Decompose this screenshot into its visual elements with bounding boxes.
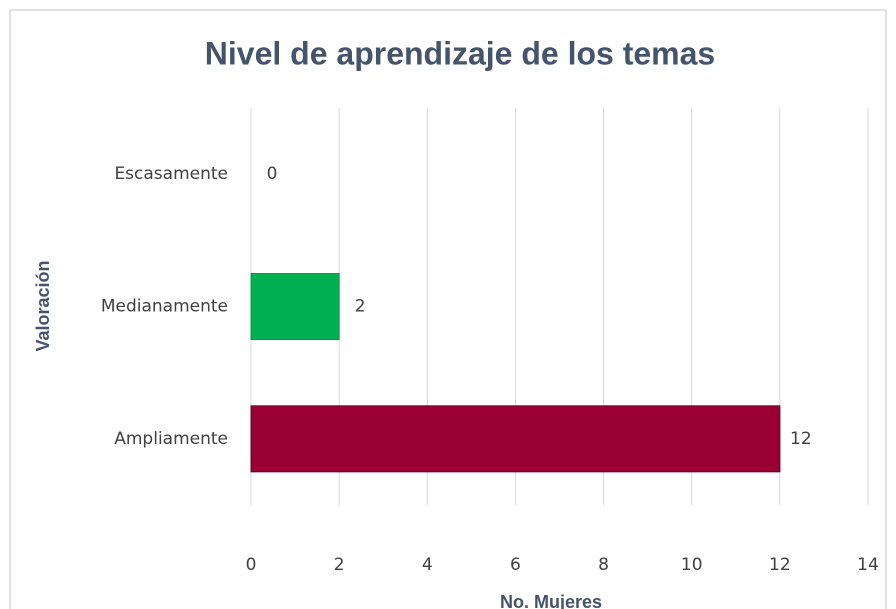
bar: [250, 273, 340, 340]
data-label: 2: [355, 297, 366, 317]
x-tick-label: 10: [681, 555, 703, 575]
bar: [250, 405, 781, 473]
x-tick-label: 6: [510, 555, 521, 575]
x-axis-title: No. Mujeres: [500, 592, 602, 609]
chart-title: Nivel de aprendizaje de los temas: [205, 35, 715, 71]
x-tick-label: 12: [769, 555, 791, 575]
x-tick-label: 8: [598, 555, 609, 575]
chart-border: [9, 9, 887, 609]
x-tick-label: 2: [334, 555, 345, 575]
y-tick-label: Escasamente: [114, 164, 228, 184]
y-axis-title: Valoración: [33, 260, 53, 351]
x-tick-label: 4: [422, 555, 433, 575]
x-tick-label: 0: [246, 555, 257, 575]
data-label: 12: [790, 429, 812, 449]
y-tick-label: Ampliamente: [114, 429, 228, 449]
y-tick-label: Medianamente: [101, 297, 228, 317]
data-label: 0: [267, 164, 278, 184]
x-tick-label: 14: [857, 555, 879, 575]
